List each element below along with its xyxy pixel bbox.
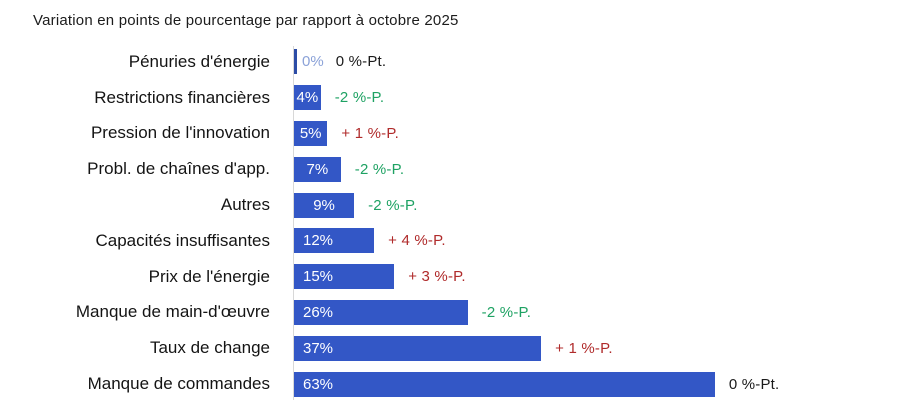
bar: 26% [294,299,468,325]
chart-row: Prix de l'énergie 15% + 3 %-P. [0,259,921,295]
bar-value-label: 63% [303,375,334,393]
chart-title: Variation en points de pourcentage par r… [33,12,459,29]
bar-zone: 12% + 4 %-P. [293,223,921,259]
bar [294,49,297,75]
chart-row: Taux de change 37% + 1 %-P. [0,330,921,366]
bar: 9% [294,192,355,218]
delta-label: + 1 %-P. [341,124,399,142]
delta-label: + 1 %-P. [555,339,613,357]
bar-value-label: 9% [313,196,335,214]
bar-value-label: 15% [303,268,334,286]
value-axis-line [293,46,294,400]
chart-row: Capacités insuffisantes 12% + 4 %-P. [0,223,921,259]
bar-zone: 4% -2 %-P. [293,80,921,116]
category-label: Pression de l'innovation [90,123,270,143]
chart-row: Restrictions financières 4% -2 %-P. [0,80,921,116]
chart-row: Manque de main-d'œuvre 26% -2 %-P. [0,295,921,331]
bar-value-label: 7% [306,160,329,178]
delta-label: -2 %-P. [481,303,532,321]
bar: 4% [294,85,321,111]
bar-value-label: 26% [303,303,334,321]
chart-row: Pression de l'innovation 5% + 1 %-P. [0,116,921,152]
bar: 5% [294,120,328,146]
plot-area: Pénuries d'énergie 0% 0 %-Pt. Restrictions … [0,44,921,402]
delta-label: + 4 %-P. [388,232,446,250]
category-label: Prix de l'énergie [148,266,270,286]
bar-value-label: 5% [299,124,322,142]
bar-zone: 7% -2 %-P. [293,151,921,187]
bar: 37% [294,335,542,361]
category-label: Autres [220,195,270,215]
bar-zone: 9% -2 %-P. [293,187,921,223]
delta-label: -2 %-P. [334,89,385,107]
delta-label: 0 %-Pt. [335,53,387,71]
delta-label: -2 %-P. [354,160,405,178]
bar-value-label: 37% [303,339,334,357]
bar-zone: 63% 0 %-Pt. [293,366,921,402]
bar-value-label: 12% [303,232,334,250]
chart-row: Autres 9% -2 %-P. [0,187,921,223]
chart-row: Probl. de chaînes d'app. 7% -2 %-P. [0,151,921,187]
bar-zone: 5% + 1 %-P. [293,116,921,152]
bar: 7% [294,156,341,182]
bar-value-label: 0% [302,53,324,71]
bar-zone: 15% + 3 %-P. [293,259,921,295]
category-label: Manque de commandes [87,374,270,394]
chart-row: Pénuries d'énergie 0% 0 %-Pt. [0,44,921,80]
bar-zone: 26% -2 %-P. [293,295,921,331]
category-label: Capacités insuffisantes [95,230,270,250]
bar: 63% [294,371,715,397]
bar: 12% [294,228,375,254]
category-label: Restrictions financières [94,87,270,107]
category-label: Manque de main-d'œuvre [75,302,270,322]
category-label: Taux de change [149,338,270,358]
delta-label: + 3 %-P. [408,268,466,286]
bar-value-label: 4% [296,89,319,107]
bar-zone: 0% 0 %-Pt. [293,44,921,80]
bar: 15% [294,264,395,290]
delta-label: -2 %-P. [368,196,418,214]
category-label: Probl. de chaînes d'app. [87,159,270,179]
bar-rows: Pénuries d'énergie 0% 0 %-Pt. Restrictions … [0,44,921,402]
delta-label: 0 %-Pt. [728,375,780,393]
chart-row: Manque de commandes 63% 0 %-Pt. [0,366,921,402]
category-label: Pénuries d'énergie [128,51,270,71]
bar-zone: 37% + 1 %-P. [293,330,921,366]
